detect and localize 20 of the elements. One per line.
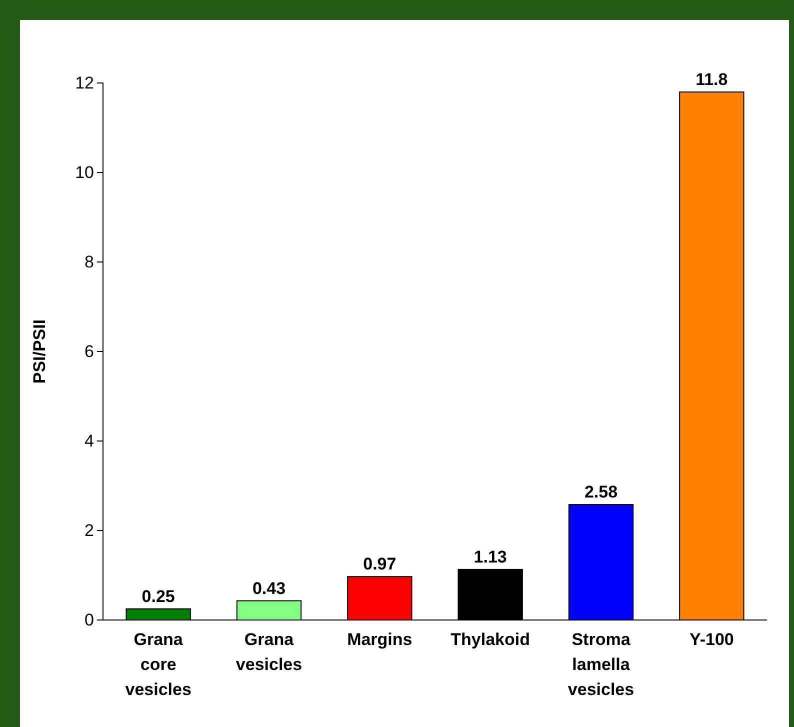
y-tick-label: 10 (75, 162, 94, 182)
x-tick-label: Thylakoid (450, 630, 530, 649)
data-label: 1.13 (474, 547, 507, 566)
x-tick-label: Margins (347, 630, 412, 649)
y-tick-label: 6 (84, 342, 94, 361)
y-tick-label: 8 (84, 252, 94, 272)
y-tick-label: 12 (75, 73, 94, 92)
data-label: 11.8 (696, 70, 728, 89)
data-label: 0.97 (363, 554, 396, 574)
y-axis-title: PSI/PSII (30, 319, 49, 384)
data-label: 2.58 (584, 482, 618, 502)
y-tick-label: 0 (84, 610, 94, 630)
x-tick-label: Grana core vesicles (125, 630, 192, 699)
x-tick-label: Grana vesicles (236, 630, 302, 674)
x-tick-label: Stroma lamella vesicles (568, 630, 634, 699)
y-tick-label: 4 (84, 431, 94, 450)
data-label: 0.43 (252, 578, 286, 598)
x-tick-label: Y-100 (689, 630, 734, 649)
y-tick-label: 2 (84, 520, 94, 540)
data-label: 0.25 (142, 586, 175, 606)
